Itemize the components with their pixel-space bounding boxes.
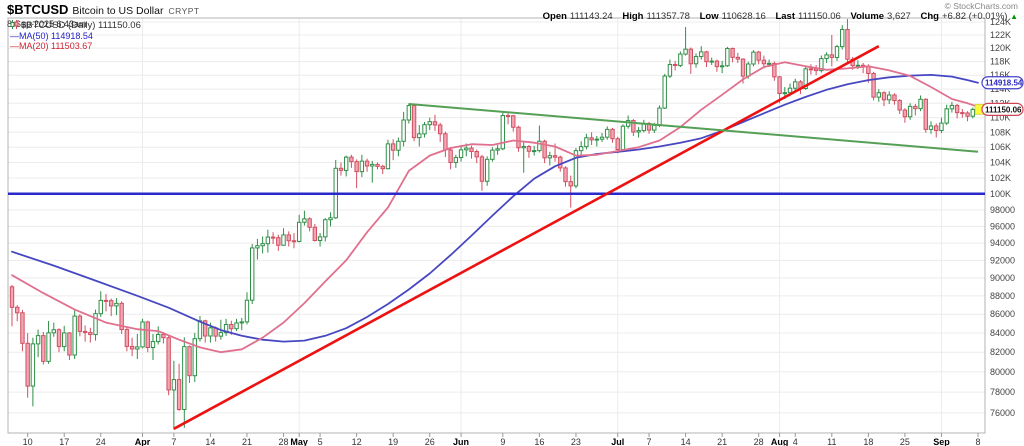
symbol-name: Bitcoin to US Dollar: [72, 5, 164, 17]
change-value: +6.82 (+0.01%): [941, 11, 1008, 22]
svg-text:82000: 82000: [990, 347, 1015, 357]
svg-text:96000: 96000: [990, 221, 1015, 231]
svg-text:84000: 84000: [990, 328, 1015, 338]
svg-text:16: 16: [534, 437, 544, 446]
svg-text:111150.06: 111150.06: [985, 105, 1022, 114]
svg-text:114918.54: 114918.54: [985, 79, 1023, 88]
legend-ma50: —MA(50) 114918.54: [10, 31, 93, 41]
chart-legend: $BTCUSD (Daily) 111150.06 —MA(50) 114918…: [10, 20, 141, 51]
svg-text:23: 23: [571, 437, 581, 446]
svg-text:88000: 88000: [990, 291, 1015, 301]
svg-text:May: May: [290, 437, 308, 446]
svg-text:24: 24: [96, 437, 106, 446]
volume-value: 3,627: [887, 11, 911, 22]
high-label: High: [622, 11, 644, 22]
svg-text:78000: 78000: [990, 387, 1015, 397]
svg-text:124K: 124K: [990, 17, 1011, 27]
svg-text:94000: 94000: [990, 238, 1015, 248]
low-value: 110628.16: [721, 11, 766, 22]
svg-text:21: 21: [717, 437, 727, 446]
svg-text:120K: 120K: [990, 43, 1011, 53]
svg-text:7: 7: [647, 437, 652, 446]
svg-text:17: 17: [59, 437, 69, 446]
svg-text:9: 9: [500, 437, 505, 446]
quote-bar: Open 111143.24 High 111357.78 Low 110628.16…: [536, 11, 1018, 22]
svg-text:4: 4: [793, 437, 798, 446]
svg-text:19: 19: [388, 437, 398, 446]
svg-text:18: 18: [863, 437, 873, 446]
svg-text:28: 28: [279, 437, 289, 446]
svg-text:108K: 108K: [990, 127, 1011, 137]
svg-text:102K: 102K: [990, 173, 1011, 183]
svg-text:118K: 118K: [990, 57, 1010, 67]
svg-text:122K: 122K: [990, 30, 1011, 40]
svg-text:104K: 104K: [990, 157, 1011, 167]
legend-ma20: —MA(20) 111503.67: [10, 41, 93, 51]
copyright: © StockCharts.com: [944, 1, 1018, 11]
svg-text:Sep: Sep: [933, 437, 950, 446]
last-value: 111150.06: [798, 11, 841, 22]
svg-text:92000: 92000: [990, 255, 1015, 265]
svg-text:Aug: Aug: [771, 437, 789, 446]
svg-text:110K: 110K: [990, 113, 1010, 123]
svg-text:14: 14: [205, 437, 215, 446]
svg-text:28: 28: [754, 437, 764, 446]
svg-text:76000: 76000: [990, 408, 1015, 418]
chart-datetime: 8-Sep-2025 6:43am: [7, 19, 87, 29]
svg-text:5: 5: [318, 437, 323, 446]
svg-text:Jun: Jun: [453, 437, 469, 446]
exchange-tag: CRYPT: [168, 6, 200, 16]
svg-text:90000: 90000: [990, 273, 1015, 283]
svg-text:98000: 98000: [990, 205, 1015, 215]
svg-text:Jul: Jul: [611, 437, 624, 446]
high-value: 111357.78: [646, 11, 690, 22]
svg-text:80000: 80000: [990, 367, 1015, 377]
svg-text:100K: 100K: [990, 189, 1011, 199]
svg-text:12: 12: [352, 437, 362, 446]
svg-text:86000: 86000: [990, 309, 1015, 319]
up-arrow-icon: ▲: [1010, 12, 1018, 21]
chart-header: $BTCUSD Bitcoin to US Dollar CRYPT 8-Sep-2…: [7, 1, 200, 29]
svg-text:25: 25: [900, 437, 910, 446]
svg-text:21: 21: [242, 437, 252, 446]
svg-text:7: 7: [171, 437, 176, 446]
volume-label: Volume: [850, 11, 885, 22]
open-label: Open: [542, 11, 567, 22]
last-label: Last: [775, 11, 795, 22]
svg-text:106K: 106K: [990, 142, 1011, 152]
symbol-ticker: $BTCUSD: [7, 2, 69, 17]
candlestick-icon: [10, 20, 19, 31]
svg-text:116K: 116K: [990, 70, 1010, 80]
svg-text:10: 10: [23, 437, 33, 446]
low-label: Low: [699, 11, 719, 22]
svg-text:8: 8: [975, 437, 980, 446]
legend-symbol: $BTCUSD (Daily) 111150.06: [21, 20, 141, 31]
svg-text:11: 11: [827, 437, 836, 446]
open-value: 111143.24: [569, 11, 613, 22]
svg-text:14: 14: [681, 437, 691, 446]
change-label: Chg: [920, 11, 939, 22]
svg-text:26: 26: [425, 437, 435, 446]
svg-text:Apr: Apr: [135, 437, 151, 446]
